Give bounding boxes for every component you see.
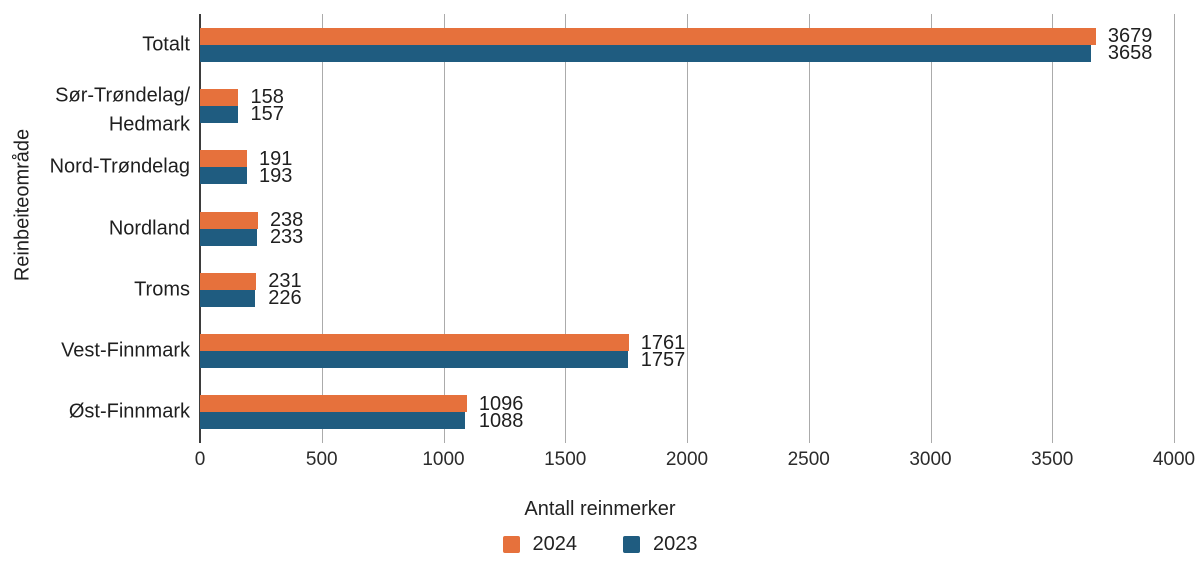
x-tick-label-3000: 3000 [909, 449, 952, 470]
gridline [1174, 14, 1175, 443]
category-label-row3: Nord-Trøndelag [49, 155, 190, 178]
gridline [808, 14, 810, 443]
x-tick-label-0: 0 [194, 449, 206, 470]
x-tick-label-2500: 2500 [787, 449, 830, 470]
value-label-2023-row2: 157 [250, 103, 284, 126]
bar-2024-row3 [200, 150, 247, 168]
plot-area: 3679 3658 158 157 191 193 238 233 231 226 1761 1757… [199, 14, 1175, 443]
x-tick-label-4000: 4000 [1152, 449, 1196, 470]
legend-label-2023: 2023 [653, 533, 698, 555]
category-label-row2: Sør-Trøndelag/Hedmark [55, 84, 190, 136]
value-label-2023-row3: 193 [258, 164, 293, 187]
category-label-row5: Troms [134, 278, 190, 301]
value-label-2024-row4: 238 [269, 209, 304, 231]
bar-2024-row1 [200, 27, 1096, 45]
value-label-2024-row1: 3679 [1107, 25, 1153, 48]
bar-2024-row4 [200, 211, 258, 229]
gridline [687, 14, 688, 443]
category-labels: Totalt Sør-Trøndelag/Hedmark Nord-Trøndela… [0, 14, 190, 443]
legend: 2024 2023 [0, 531, 1200, 557]
gridline [1052, 14, 1054, 443]
value-label-2024-row3: 191 [258, 147, 293, 170]
bar-2023-row2 [200, 105, 239, 123]
x-tick-label-3500: 3500 [1031, 449, 1074, 470]
value-label-2024-row2: 158 [250, 86, 284, 109]
category-label-row4: Nordland [108, 217, 190, 239]
bar-2024-row2 [200, 88, 239, 106]
gridline [321, 14, 323, 443]
category-label-row6: Vest-Finnmark [61, 339, 190, 362]
bar-2023-row1 [200, 44, 1091, 62]
legend-label-2024: 2024 [532, 533, 578, 555]
legend-item-2023: 2023 [623, 534, 698, 554]
legend-item-2024: 2024 [502, 533, 578, 555]
x-tick-label-500: 500 [305, 449, 338, 470]
value-label-2024-row6: 1761 [640, 331, 686, 354]
gridline [443, 14, 445, 443]
x-tick-label-2000: 2000 [665, 449, 709, 470]
bar-2024-row7 [200, 395, 467, 413]
value-label-2023-row5: 226 [268, 287, 302, 310]
gridline [565, 14, 567, 443]
legend-swatch-2024 [502, 535, 520, 553]
x-axis-title: Antall reinmerker [524, 498, 676, 520]
gridline [930, 14, 932, 443]
bar-2023-row4 [200, 228, 257, 246]
value-label-2024-row7: 1096 [478, 392, 524, 415]
legend-swatch-2023 [623, 535, 640, 553]
bar-2024-row5 [200, 272, 257, 290]
bar-2023-row5 [200, 289, 256, 307]
value-label-2024-row5: 231 [268, 270, 302, 293]
bar-2023-row7 [200, 412, 465, 430]
value-label-2023-row1: 3658 [1107, 42, 1153, 65]
bar-2023-row6 [200, 351, 628, 369]
x-tick-labels: 0 500 1000 1500 2000 2500 3000 3500 4000 [195, 448, 1195, 472]
value-label-2023-row7: 1088 [478, 409, 524, 432]
value-label-2023-row4: 233 [269, 226, 304, 248]
bar-2023-row3 [200, 167, 247, 185]
bar-2024-row6 [200, 334, 629, 352]
category-label-row1: Totalt [142, 33, 190, 56]
x-tick-label-1500: 1500 [544, 449, 587, 470]
value-label-2023-row6: 1757 [640, 348, 686, 371]
x-tick-label-1000: 1000 [422, 449, 465, 470]
category-label-row7: Øst-Finnmark [68, 400, 190, 423]
